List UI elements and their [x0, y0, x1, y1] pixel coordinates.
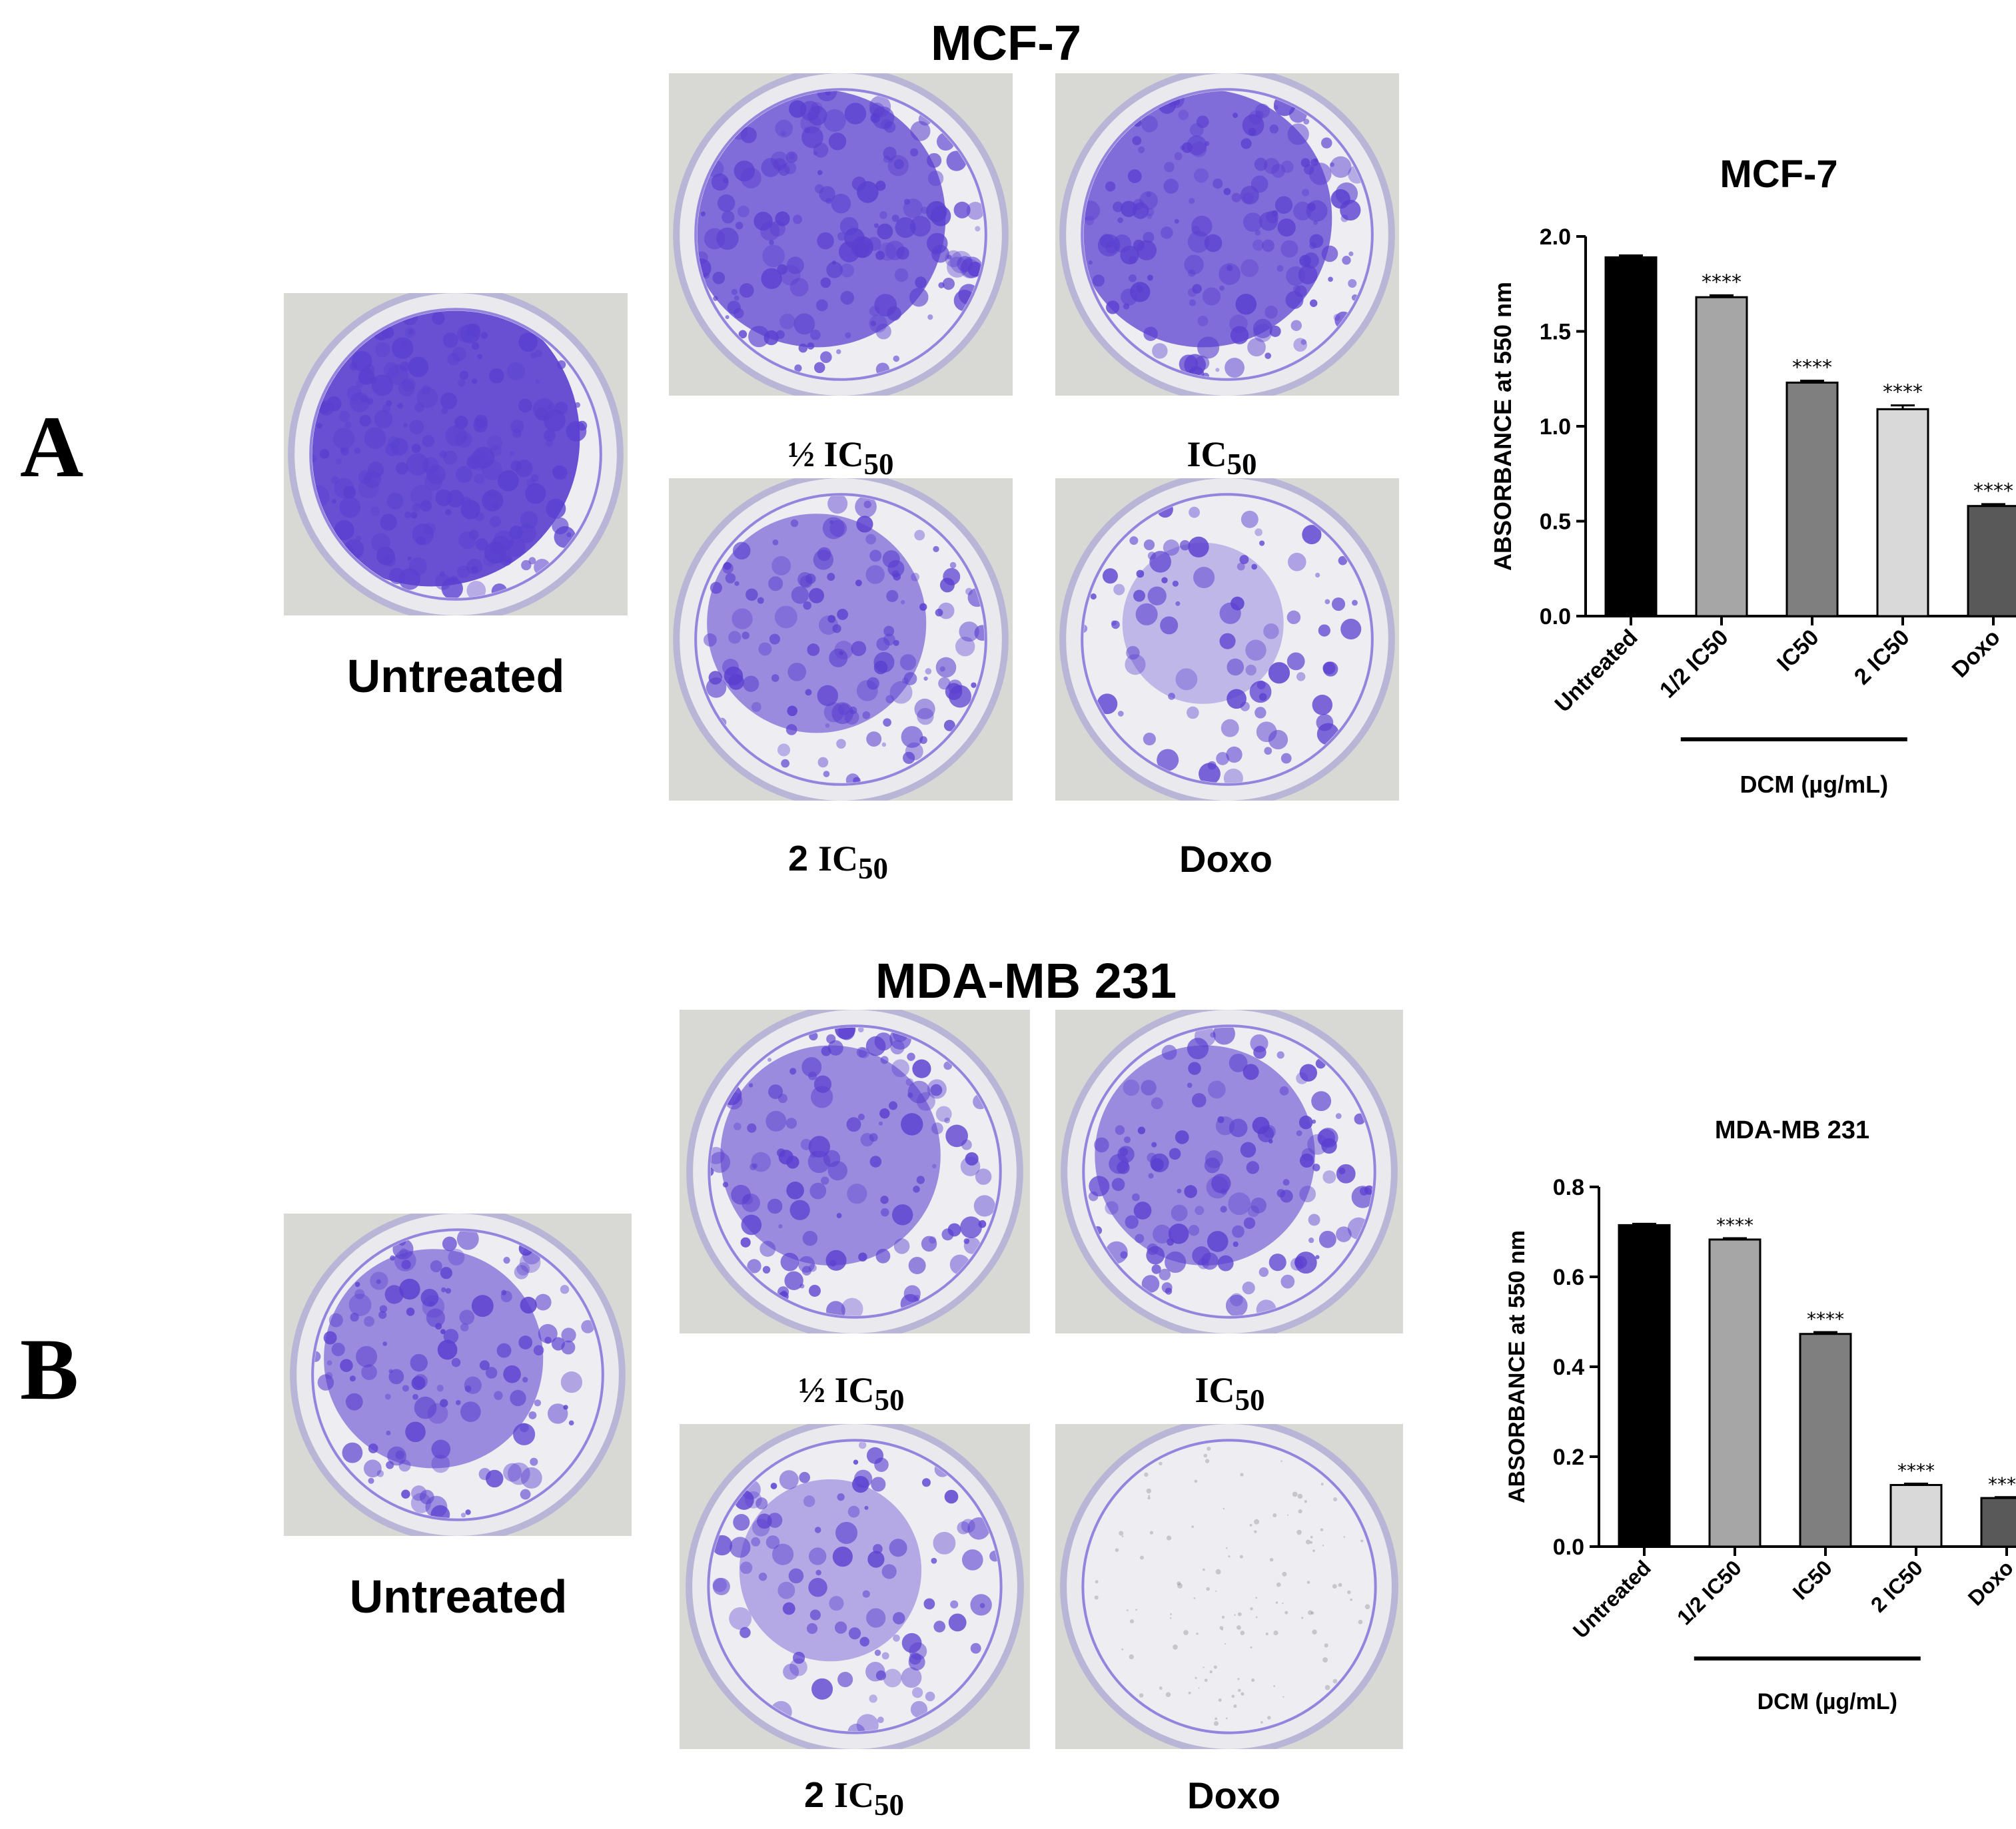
y-tick-label: 0.5: [1540, 509, 1571, 534]
x-axis-label: DCM (µg/mL): [1758, 1689, 1897, 1714]
x-tick-label: Untreated: [1550, 625, 1643, 717]
y-axis-label: ABSORBANCE at 550 nm: [1504, 1230, 1530, 1503]
bar: [1604, 256, 1658, 617]
significance-marker: ****: [1792, 356, 1832, 380]
bar: [1889, 1484, 1943, 1548]
bar: [1785, 381, 1839, 617]
dish-image: [284, 293, 628, 615]
dish-label-subscript: 50: [858, 851, 889, 885]
significance-marker: ****: [1988, 1473, 2016, 1495]
y-tick-label: 0.6: [1553, 1265, 1584, 1290]
x-tick-label: IC50: [1772, 625, 1824, 677]
chart-title-b: MDA-MB 231: [1714, 1116, 1870, 1144]
bar: [1876, 408, 1929, 617]
dish-label-text: IC: [834, 1775, 875, 1815]
dish-image: [680, 1424, 1030, 1749]
dish-label-text: ½ IC: [798, 1370, 875, 1410]
dish-label-b-half-ic50: ½ IC50: [798, 1372, 904, 1415]
x-tick-label: Doxo: [1963, 1555, 2016, 1610]
dish-photo-b-untreated: [284, 1214, 632, 1536]
x-tick-label: IC50: [1788, 1555, 1837, 1604]
x-tick-label: 2 IC50: [1866, 1555, 1927, 1617]
dish-label-text: IC: [1195, 1370, 1235, 1410]
dish-label-number: 2: [803, 1775, 835, 1815]
dish-photo-b-doxo: [1055, 1424, 1403, 1749]
y-tick-label: 0.4: [1553, 1355, 1584, 1380]
significance-marker: ****: [1883, 381, 1923, 404]
dish-photo-a-untreated: [284, 293, 628, 615]
dish-label-subscript: 50: [1235, 1383, 1265, 1417]
significance-marker: ****: [1716, 1214, 1754, 1236]
dish-image: [680, 1010, 1030, 1333]
dish-image: [669, 478, 1013, 801]
dish-label-a-half-ic50: ½ IC50: [787, 436, 893, 480]
y-tick-label: 0.2: [1553, 1445, 1584, 1470]
bar-chart-b: 0.0 0.2 0.4 0.6 0.8 ABSORBANCE at 550 nm Untre…: [1446, 1159, 2016, 1732]
x-tick-label: Untreated: [1568, 1555, 1656, 1643]
dish-label-b-2ic50: 2 IC50: [804, 1777, 904, 1820]
bar-chart-a-svg: 0.0 0.5 1.0 1.5 2.0 ABSORBANCE at 550 nm Untre…: [1489, 224, 2016, 798]
dish-image: [669, 73, 1013, 396]
bar: [1967, 505, 2016, 617]
dish-label-number: 2: [787, 839, 819, 879]
bar: [1980, 1497, 2016, 1548]
chart-title-a: MCF-7: [1720, 153, 1838, 196]
panel-letter-a: A: [20, 398, 84, 496]
x-tick-label: 1/2 IC50: [1672, 1555, 1746, 1629]
bar: [1799, 1333, 1852, 1548]
y-tick-label: 1.5: [1540, 319, 1571, 344]
dish-image: [1055, 1010, 1403, 1333]
dish-photo-a-ic50: [1055, 73, 1399, 396]
bar-chart-b-svg: 0.0 0.2 0.4 0.6 0.8 ABSORBANCE at 550 nm Untre…: [1504, 1175, 2016, 1714]
significance-marker: ****: [1897, 1460, 1935, 1482]
dish-label-subscript: 50: [874, 1383, 905, 1417]
dish-photo-b-2ic50: [680, 1424, 1030, 1749]
significance-marker: ****: [1807, 1308, 1844, 1330]
y-axis-label: ABSORBANCE at 550 nm: [1489, 282, 1516, 571]
dish-photo-a-half-ic50: [669, 73, 1013, 396]
x-tick-label: 1/2 IC50: [1655, 625, 1734, 703]
y-tick-label: 0.0: [1553, 1535, 1584, 1560]
dish-label-a-untreated: Untreated: [346, 650, 565, 702]
dish-label-b-ic50: IC50: [1195, 1372, 1264, 1415]
y-tick-label: 0.0: [1540, 604, 1571, 629]
panel-letter-b: B: [20, 1320, 79, 1418]
dish-photo-a-doxo: [1055, 478, 1399, 801]
y-tick-label: 0.8: [1553, 1175, 1584, 1200]
y-tick-label: 2.0: [1540, 224, 1571, 250]
dish-label-text: ½ IC: [787, 434, 864, 474]
x-axis-label: DCM (µg/mL): [1740, 771, 1888, 798]
significance-marker: ****: [1702, 270, 1742, 294]
significance-marker: ****: [1973, 480, 2013, 503]
dish-label-text: IC: [818, 839, 859, 879]
dish-label-text: IC: [1187, 434, 1227, 474]
dish-image: [1055, 1424, 1403, 1749]
dish-image: [1055, 73, 1399, 396]
dish-label-subscript: 50: [874, 1788, 905, 1822]
bar: [1708, 1238, 1762, 1548]
bar-chart-a: 0.0 0.5 1.0 1.5 2.0 ABSORBANCE at 550 nm Untre…: [1432, 200, 2016, 826]
cell-line-title-a: MCF-7: [930, 15, 1082, 71]
bar: [1695, 296, 1748, 617]
dish-label-a-2ic50: 2 IC50: [788, 841, 888, 884]
dish-label-b-doxo: Doxo: [1187, 1774, 1280, 1816]
dish-photo-b-ic50: [1055, 1010, 1403, 1333]
x-tick-label: 2 IC50: [1849, 625, 1915, 690]
dish-label-b-untreated: Untreated: [349, 1571, 568, 1623]
dish-photo-b-half-ic50: [680, 1010, 1030, 1333]
y-tick-label: 1.0: [1540, 414, 1571, 440]
dish-image: [1055, 478, 1399, 801]
dish-label-a-doxo: Doxo: [1179, 838, 1272, 880]
bar: [1618, 1224, 1671, 1548]
dish-photo-a-2ic50: [669, 478, 1013, 801]
x-tick-label: Doxo: [1947, 625, 2005, 683]
dish-label-subscript: 50: [1227, 447, 1257, 481]
dish-label-a-ic50: IC50: [1187, 436, 1257, 480]
dish-label-subscript: 50: [863, 447, 894, 481]
cell-line-title-b: MDA-MB 231: [875, 953, 1177, 1008]
dish-image: [284, 1214, 632, 1536]
